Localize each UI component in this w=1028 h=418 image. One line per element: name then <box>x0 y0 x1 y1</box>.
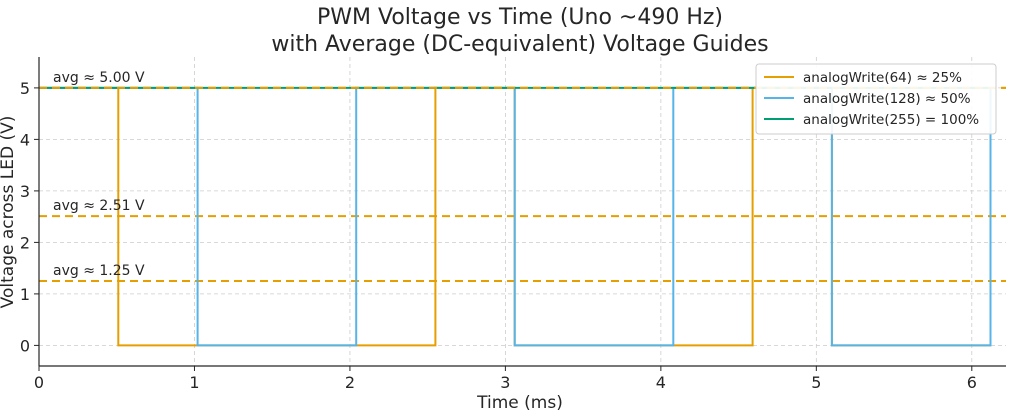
x-tick-label-3: 3 <box>500 373 510 392</box>
ticks: 0 1 2 3 4 5 6 0 1 2 3 4 5 <box>20 79 977 392</box>
legend-box <box>755 63 997 135</box>
x-tick-label-6: 6 <box>967 373 977 392</box>
x-tick-label-1: 1 <box>189 373 199 392</box>
chart-title-line-1: PWM Voltage vs Time (Uno ~490 Hz) <box>317 5 723 30</box>
series-line-1 <box>39 86 992 347</box>
x-tick-label-4: 4 <box>656 373 666 392</box>
y-tick-label-5: 5 <box>20 79 30 98</box>
x-tick-label-0: 0 <box>34 373 44 392</box>
y-tick-label-2: 2 <box>20 233 30 252</box>
x-tick-label-2: 2 <box>345 373 355 392</box>
y-tick-label-3: 3 <box>20 182 30 201</box>
avg-label-1: avg ≈ 2.51 V <box>53 198 145 214</box>
average-labels: avg ≈ 5.00 V avg ≈ 2.51 V avg ≈ 1.25 V <box>53 70 145 279</box>
chart-title-line-2: with Average (DC-equivalent) Voltage Gui… <box>271 32 768 57</box>
y-tick-label-1: 1 <box>20 285 30 304</box>
avg-label-2: avg ≈ 1.25 V <box>53 263 145 279</box>
legend: analogWrite(64) ≈ 25% analogWrite(128) ≈ … <box>755 63 997 135</box>
axes <box>38 57 1006 367</box>
legend-label-0: analogWrite(64) ≈ 25% <box>803 70 962 86</box>
legend-label-1: analogWrite(128) ≈ 50% <box>803 91 971 107</box>
avg-label-0: avg ≈ 5.00 V <box>53 70 145 86</box>
x-tick-label-5: 5 <box>811 373 821 392</box>
y-tick-label-4: 4 <box>20 130 30 149</box>
y-tick-label-0: 0 <box>20 336 30 355</box>
y-axis-label: Voltage across LED (V) <box>0 116 18 309</box>
legend-label-2: analogWrite(255) = 100% <box>803 112 979 128</box>
x-axis-label: Time (ms) <box>476 393 563 413</box>
